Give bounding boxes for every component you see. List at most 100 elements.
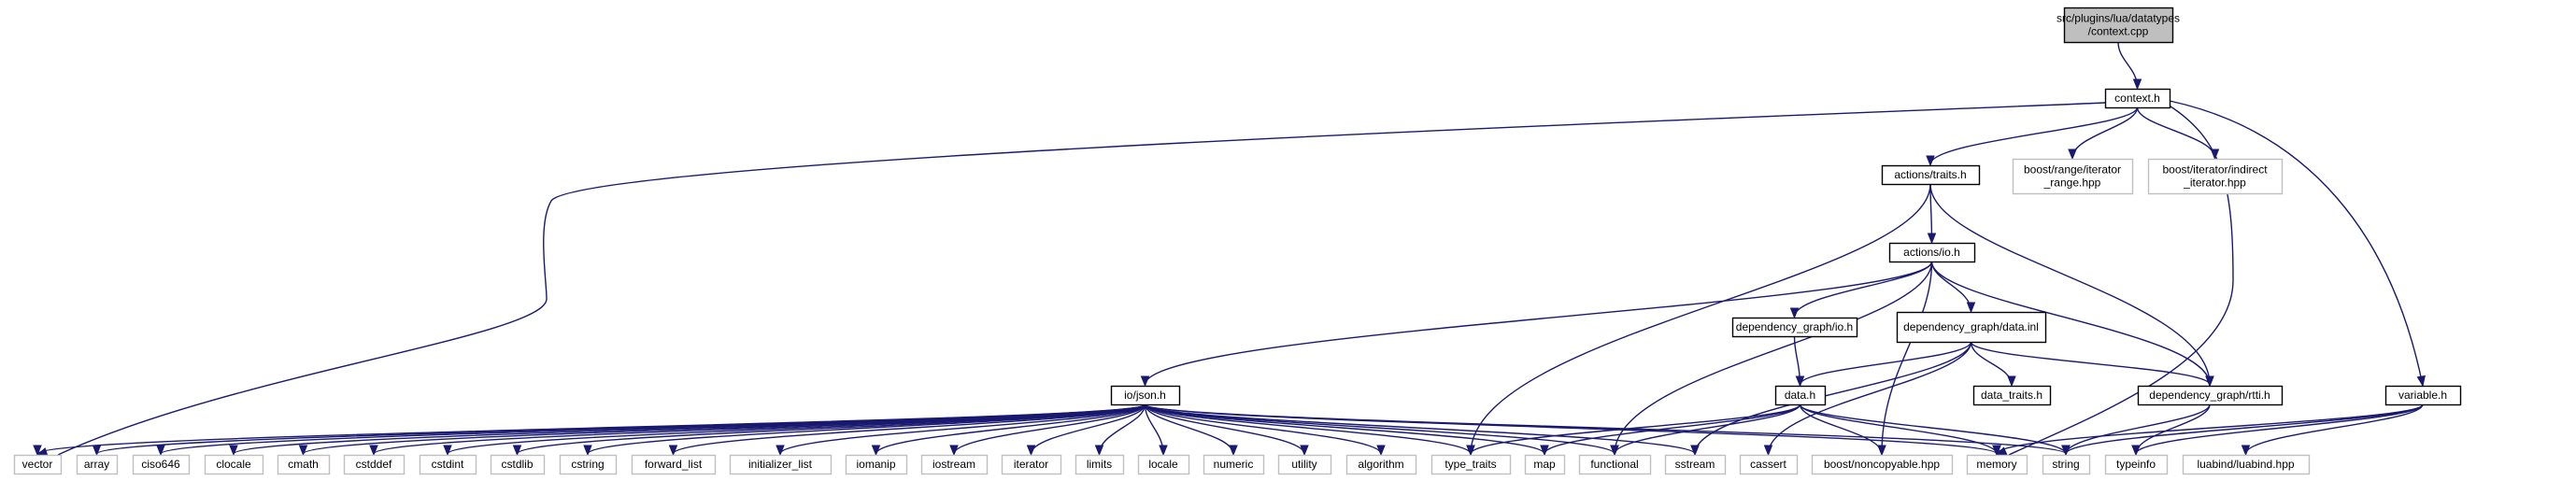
edge-io-json-h-to-iostream-arrowhead: [949, 445, 959, 457]
node-actions-io-h[interactable]: actions/io.h: [1888, 242, 1976, 263]
node-variable-h[interactable]: variable.h: [2384, 385, 2462, 406]
node-map: map: [1524, 454, 1566, 475]
edge-io-json-h-to-clocale-arrowhead: [229, 445, 238, 457]
edge-data-h-to-memory: [1799, 403, 1998, 455]
edge-dg-data-inl-to-cassert-arrowhead: [1763, 445, 1773, 457]
node-box: [1774, 385, 1827, 406]
node-label: context.h: [2114, 92, 2160, 105]
edge-actions-io-h-to-dg-data-inl-arrowhead: [1966, 302, 1976, 314]
edge-actions-io-h-to-io-json-h: [1144, 261, 1933, 386]
edge-io-json-h-to-sstream: [1144, 403, 1696, 455]
node-data-traits-h[interactable]: data_traits.h: [1972, 385, 2052, 406]
edge-data-h-to-string: [1799, 403, 2067, 455]
edge-actions-io-h-to-dg-io-h: [1793, 261, 1933, 318]
node-box: [1524, 454, 1566, 475]
edge-io-json-h-to-cstddef-arrowhead: [369, 445, 378, 457]
edge-io-json-h-to-cmath-arrowhead: [298, 445, 308, 457]
edge-actions-traits-h-to-actions-io-h-arrowhead: [1927, 233, 1937, 245]
node-box: [2042, 454, 2091, 475]
node-dg-io-h[interactable]: dependency_graph/io.h: [1731, 317, 1858, 338]
node-dg-rtti-h[interactable]: dependency_graph/rtti.h: [2137, 385, 2284, 406]
edge-context-h-to-actions-traits-h: [1929, 106, 2139, 165]
edge-dg-data-inl-to-dg-rtti-h-arrowhead: [2205, 375, 2214, 388]
node-cstdint: cstdint: [419, 454, 477, 475]
node-label: type_traits: [1445, 458, 1496, 471]
edge-actions-io-h-to-dg-rtti-h: [1930, 261, 2211, 386]
node-cstdlib: cstdlib: [490, 454, 546, 475]
node-box: [1972, 385, 2052, 406]
edge-io-json-h-to-utility: [1144, 403, 1305, 455]
edge-io-json-h-to-memory-arrowhead: [1992, 445, 2001, 457]
node-data-h[interactable]: data.h: [1774, 385, 1827, 406]
edge-io-json-h-to-vector-arrowhead: [33, 445, 42, 457]
edge-io-json-h-to-type-traits-arrowhead: [1466, 445, 1475, 457]
node-label: iterator: [1014, 458, 1048, 471]
node-algorithm: algorithm: [1345, 454, 1417, 475]
node-label: _iterator.hpp: [2183, 177, 2246, 190]
node-label: variable.h: [2398, 389, 2447, 402]
node-box: [204, 454, 264, 475]
node-label: boost/range/iterator: [2024, 163, 2121, 177]
node-box: [845, 454, 908, 475]
node-type-traits: type_traits: [1430, 454, 1512, 475]
node-label: iostream: [932, 458, 975, 471]
node-label: data.h: [1785, 389, 1815, 402]
node-iomanip: iomanip: [845, 454, 908, 475]
node-forward-list: forward_list: [631, 454, 717, 475]
node-context-cpp[interactable]: src/plugins/lua/datatypes/context.cpp: [2057, 7, 2180, 44]
node-initializer-list: initializer_list: [729, 454, 833, 475]
edge-actions-traits-h-to-dg-rtti-h: [1929, 183, 2211, 386]
edge-io-json-h-to-iterator-arrowhead: [1026, 445, 1036, 457]
node-box: [2182, 454, 2311, 475]
edge-variable-h-to-string: [2065, 403, 2424, 455]
node-box: [2063, 7, 2174, 44]
node-label: /context.cpp: [2088, 25, 2149, 38]
node-box: [1664, 454, 1727, 475]
edge-context-h-to-memory: [2008, 104, 2234, 456]
edge-context-h-to-boost-range-arrowhead: [2068, 149, 2077, 161]
node-utility: utility: [1277, 454, 1332, 475]
node-cmath: cmath: [277, 454, 331, 475]
node-functional: functional: [1578, 454, 1652, 475]
node-label: dependency_graph/data.inl: [1903, 320, 2039, 333]
node-label: limits: [1087, 458, 1112, 471]
node-cassert: cassert: [1739, 454, 1799, 475]
node-label: io/json.h: [1124, 389, 1166, 402]
edge-data-h-to-map: [1544, 403, 1801, 455]
node-clocale: clocale: [204, 454, 264, 475]
node-box: [1888, 242, 1976, 263]
node-boost-noncopyable: boost/noncopyable.hpp: [1811, 454, 1954, 475]
node-label: functional: [1590, 458, 1638, 471]
node-box: [2137, 385, 2284, 406]
node-label: memory: [1976, 458, 2016, 471]
node-dg-data-inl[interactable]: dependency_graph/data.inl: [1896, 311, 2047, 344]
node-iostream: iostream: [920, 454, 989, 475]
edge-io-json-h-to-iostream: [953, 403, 1146, 455]
node-boost-range: boost/range/iterator_range.hpp: [2012, 158, 2134, 195]
node-actions-traits-h[interactable]: actions/traits.h: [1881, 164, 1981, 186]
edge-context-h-to-actions-traits-h-arrowhead: [1926, 155, 1935, 167]
node-box: [1731, 317, 1858, 338]
edge-variable-h-to-luabind-arrowhead: [2241, 445, 2251, 457]
edge-io-json-h-to-array-arrowhead: [92, 445, 102, 457]
node-io-json-h[interactable]: io/json.h: [1110, 385, 1181, 406]
edge-io-json-h-to-algorithm-arrowhead: [1376, 445, 1386, 457]
node-context-h[interactable]: context.h: [2104, 88, 2171, 109]
node-box: [1896, 311, 2047, 344]
node-box: [132, 454, 191, 475]
node-typeinfo: typeinfo: [2104, 454, 2169, 475]
node-box: [490, 454, 546, 475]
edge-io-json-h-to-iomanip-arrowhead: [871, 445, 881, 457]
edge-io-json-h-to-functional-arrowhead: [1610, 445, 1619, 457]
node-label: cmath: [288, 458, 319, 471]
edge-actions-io-h-to-io-json-h-arrowhead: [1140, 375, 1150, 388]
node-label: boost/noncopyable.hpp: [1824, 458, 1940, 471]
node-box: [1811, 454, 1954, 475]
edge-io-json-h-to-numeric-arrowhead: [1229, 445, 1238, 457]
edge-io-json-h-to-string-arrowhead: [2061, 445, 2071, 457]
node-memory: memory: [1966, 454, 2028, 475]
node-box: [1001, 454, 1062, 475]
edge-actions-io-h-to-functional: [1614, 261, 1933, 455]
edge-data-h-to-functional: [1614, 403, 1801, 455]
edge-io-json-h-to-string: [1144, 403, 2067, 455]
